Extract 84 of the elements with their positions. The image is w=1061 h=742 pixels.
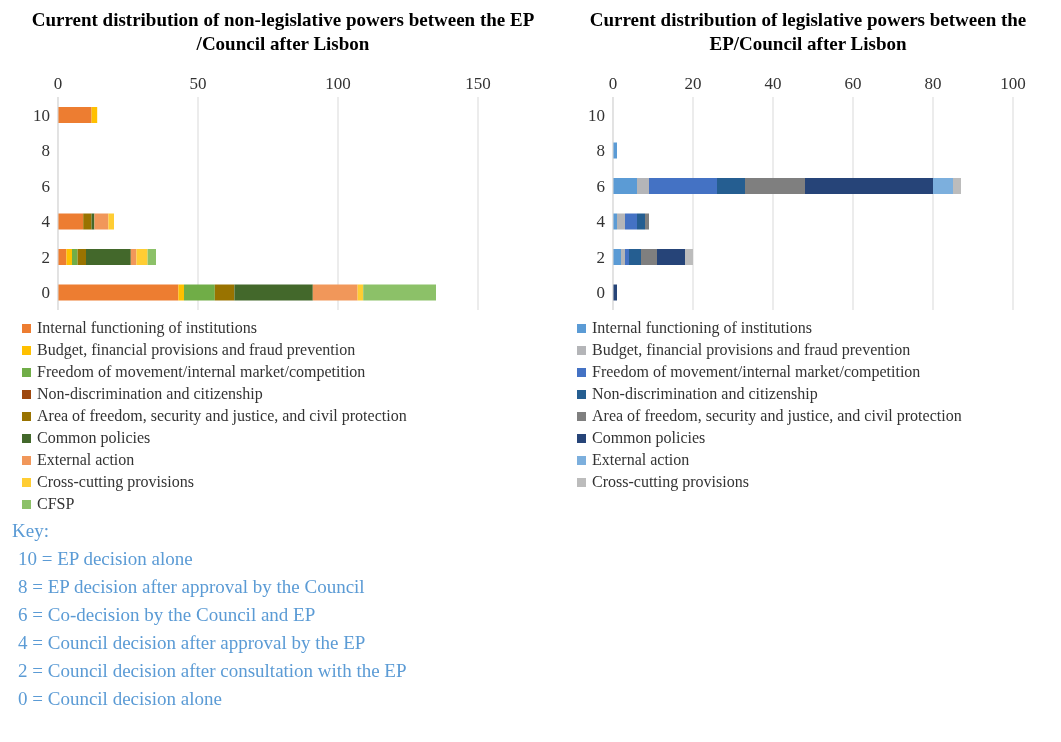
legend-label: Cross-cutting provisions [37,473,194,491]
bar [613,178,637,194]
text: 4 = Council decision after approval by the EP [17,631,367,655]
legend-label: Freedom of movement/internal market/competition [37,363,366,381]
bar [657,249,685,265]
legend-label: Common policies [592,429,706,447]
bar [58,284,179,301]
bar [363,284,436,301]
legend-label: Non-discrimination and citizenship [592,385,818,403]
bar [184,284,215,301]
bar [637,213,645,230]
x-tick-label: 100 [325,74,351,93]
text: 8 = EP decision after approval by the Council [17,575,366,599]
y-tick-label: 6 [596,176,605,196]
bar [86,249,131,265]
legend-label: Cross-cutting provisions [592,473,749,491]
bar [72,249,78,265]
bar [641,249,657,265]
legend-label: External action [37,451,135,469]
y-tick-label: 2 [41,247,50,267]
bar [805,178,933,194]
x-tick-label: 50 [189,74,207,93]
legend-label: CFSP [37,495,75,513]
bar [94,213,109,230]
bar [58,107,92,123]
y-tick-label: 0 [596,283,605,303]
bar [953,178,961,194]
bar [77,249,86,265]
bar [717,178,745,194]
legend-label: Budget, financial provisions and fraud prevention [592,341,911,359]
bar [617,213,625,230]
text: 6 = Co-decision by the Council and EP [17,603,317,627]
legend-label: Area of freedom, security and justice, and civil protection [37,407,407,425]
chart-title: Current distribution of non-legislative powers between the EP /Council after Lisbon [30,8,536,56]
y-tick-label: 10 [33,105,50,125]
legend-label: Internal functioning of institutions [37,319,257,337]
legend-label: Budget, financial provisions and fraud prevention [37,341,356,359]
bar [234,284,313,301]
y-tick-label: 4 [41,212,51,232]
bar [637,178,649,194]
legend-label: Area of freedom, security and justice, and civil protection [592,407,962,425]
legend-label: Freedom of movement/internal market/competition [592,363,921,381]
text: 10 = EP decision alone [17,547,194,571]
x-tick-label: 20 [684,74,702,93]
text: Key: [12,519,50,543]
legend-label: Internal functioning of institutions [592,319,812,337]
x-tick-label: 100 [1000,74,1026,93]
x-tick-label: 0 [53,74,63,93]
bar [685,249,693,265]
bar [745,178,805,194]
legend-label: Non-discrimination and citizenship [37,385,263,403]
y-tick-label: 4 [596,212,606,232]
y-tick-label: 8 [41,141,50,161]
x-tick-label: 0 [608,74,618,93]
y-tick-label: 10 [588,105,605,125]
bar [621,249,625,265]
y-tick-label: 0 [41,283,50,303]
legend-label: Common policies [37,429,151,447]
y-tick-label: 8 [596,141,605,161]
text: 0 = Council decision alone [17,687,223,711]
legend-label: External action [592,451,690,469]
y-tick-label: 6 [41,176,50,196]
bar [147,249,156,265]
bar [58,213,84,230]
bar [108,213,114,230]
bar [933,178,953,194]
bar [83,213,92,230]
bar [214,284,235,301]
bar [629,249,641,265]
bar [312,284,358,301]
bar [649,178,717,194]
y-tick-label: 2 [596,247,605,267]
bar [178,284,184,301]
bar [625,249,629,265]
bar [625,213,637,230]
bar [136,249,148,265]
chart-title: Current distribution of legislative powers between the EP/Council after Lisbon [588,8,1028,56]
text: 2 = Council decision after consultation with the EP [17,659,408,683]
x-tick-label: 60 [844,74,862,93]
bar [645,213,649,230]
bar [66,249,72,265]
x-tick-label: 40 [764,74,782,93]
x-tick-label: 150 [465,74,491,93]
x-tick-label: 80 [924,74,942,93]
